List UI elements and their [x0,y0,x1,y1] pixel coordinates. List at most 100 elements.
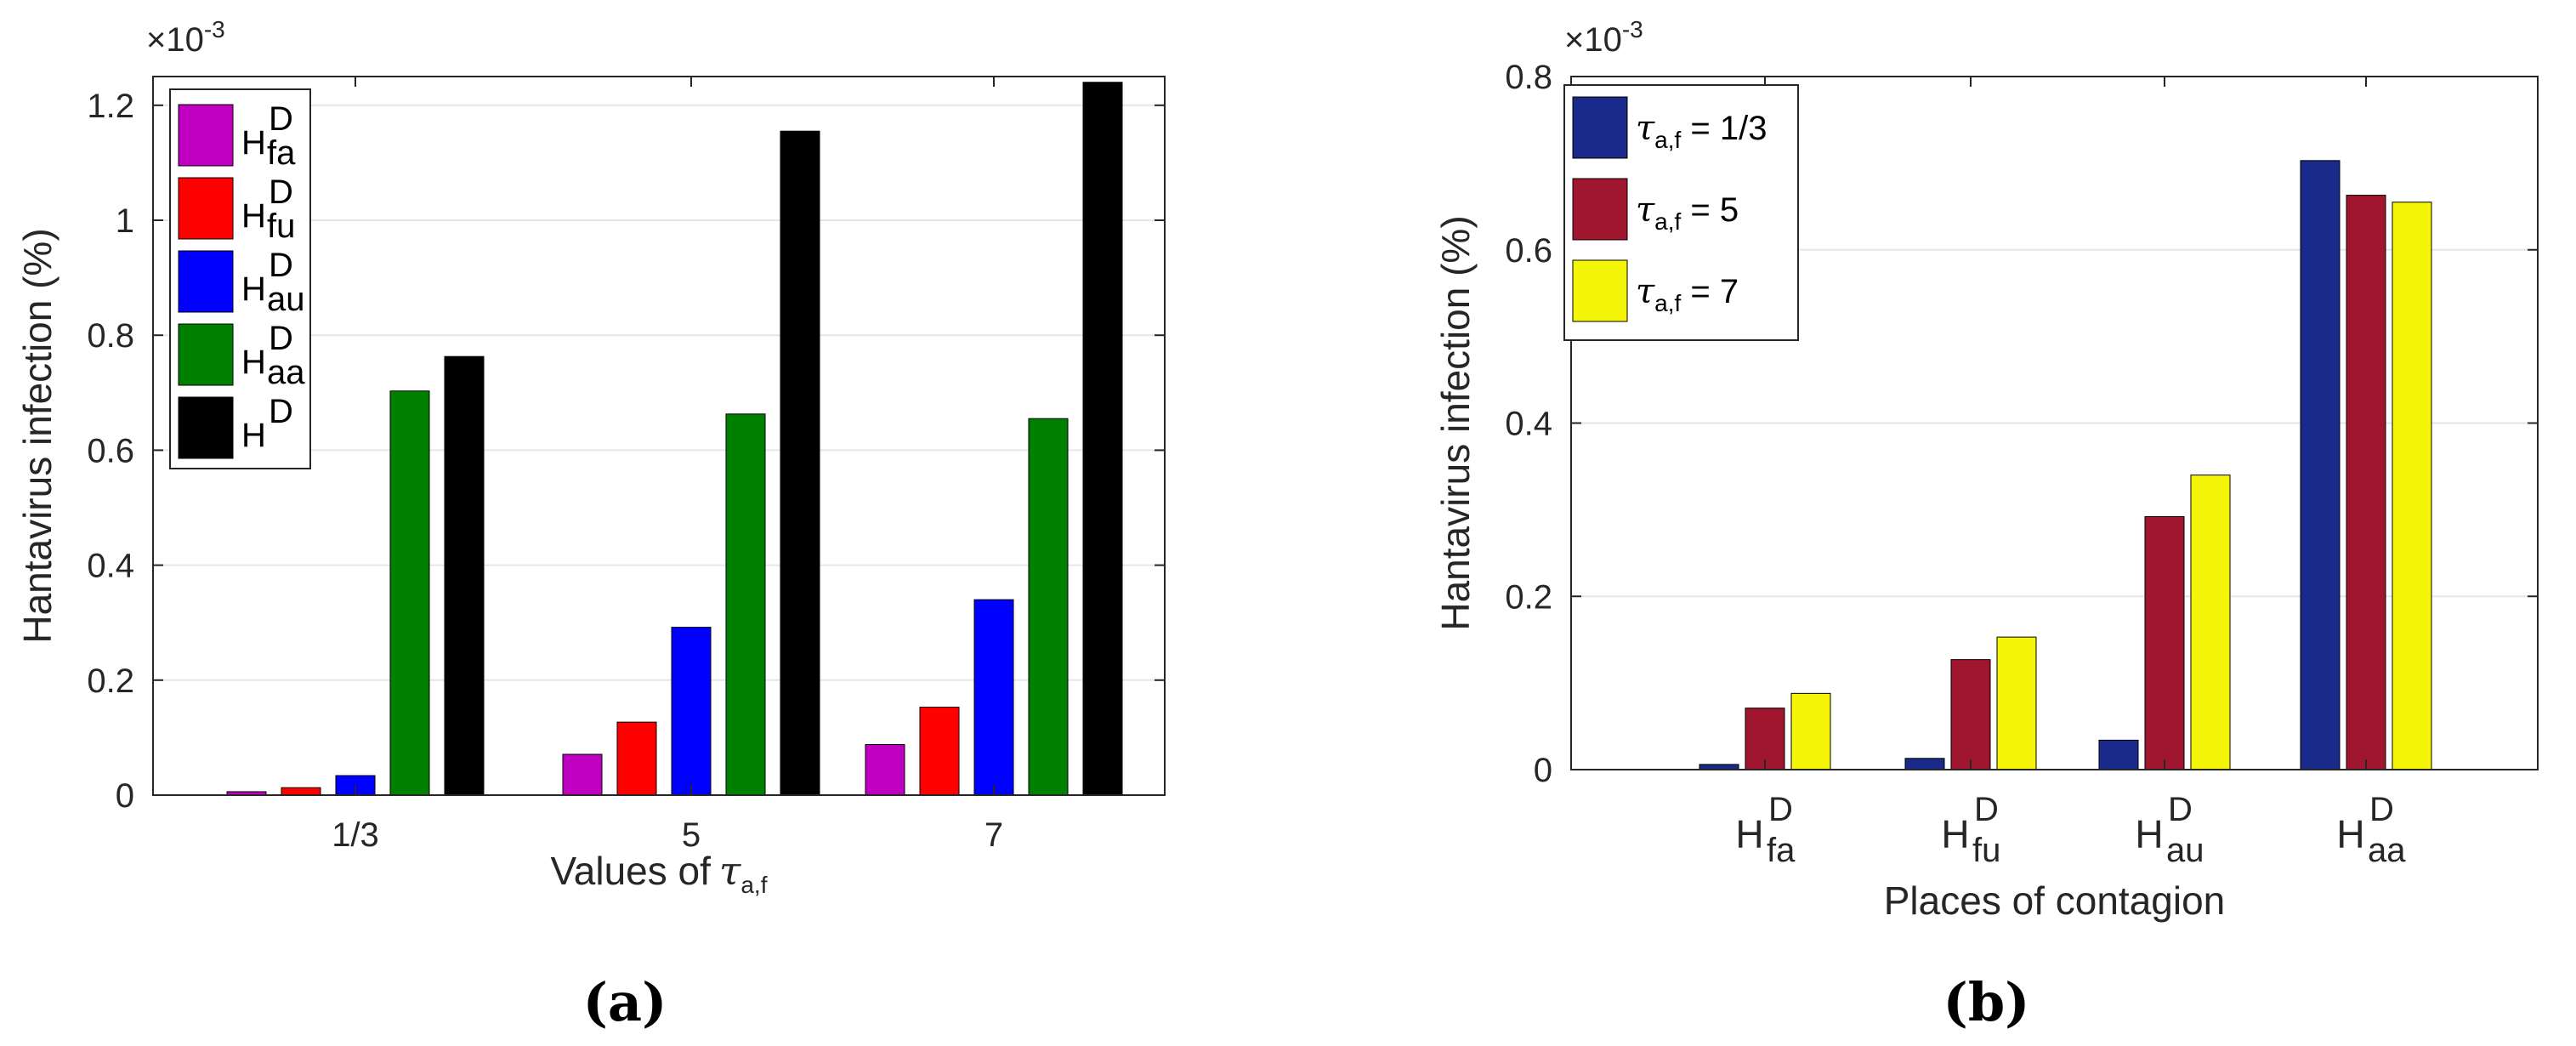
chart-b-y-tick-label: 0.2 [1505,578,1552,616]
chart-a-bar [919,707,960,796]
chart-b-legend-swatch [1572,259,1628,322]
chart-b-legend-value: = 5 [1681,191,1739,229]
chart-a-legend-label: H [241,124,266,162]
chart-a-legend-label: H [241,417,266,454]
chart-b-exponent-base: ×10 [1564,21,1622,59]
chart-a-bar [1082,82,1123,796]
chart-b-legend-symbol: τ [1636,272,1655,311]
chart-b-x-tick-label-sup: D [1768,791,1793,828]
chart-a-bar [780,130,820,796]
chart-b-bar [2300,160,2341,770]
chart-b-x-tick-label-base: H [2135,812,2163,856]
chart-a-legend-label-sup: D [269,393,293,430]
chart-b-x-tick-label-sub: aa [2368,832,2406,869]
chart-b-x-tick-label-sup: D [2369,791,2394,828]
chart-b-legend-symbol: τ [1636,190,1655,230]
chart-a-x-tick-label: 5 [682,816,701,854]
chart-b-x-tick-label-sup: D [1974,791,1999,828]
chart-a-legend-label-sub: aa [267,354,305,391]
chart-a-y-tick-label: 0.2 [87,662,134,700]
chart-a-exponent-power: -3 [204,16,225,43]
chart-a-bar [1028,418,1069,796]
chart-b-panel-label: (b) [1943,971,2029,1033]
chart-b-legend-subscript: a,f [1654,208,1681,235]
chart-a-legend-swatch [178,396,234,459]
chart-b-bar [1950,659,1991,770]
chart-b-bar [2346,195,2386,770]
chart-a-legend-label: H [241,344,266,381]
chart-a-y-axis-label: Hantavirus infection (%) [15,228,60,643]
chart-b-legend-label: τa,f = 7 [1636,272,1739,316]
chart-a-x-axis-label-subscript: a,f [740,872,767,898]
chart-a-legend-label: H [241,270,266,308]
chart-a-x-axis-label-text: Values of [551,849,712,893]
chart-a-legend-label-sub: fu [267,207,295,245]
chart-b-legend-label: τa,f = 5 [1636,190,1739,235]
chart-a-x-axis-label-symbol: τ [719,848,742,894]
chart-a-exponent-label: ×10-3 [146,16,225,59]
chart-a-legend-label-sup: D [269,100,293,138]
chart-a-y-tick-label: 0.4 [87,548,134,585]
chart-b-x-tick-label-sub: fa [1767,832,1796,869]
chart-a-legend-swatch [178,104,234,167]
chart-b-y-axis-label: Hantavirus infection (%) [1433,215,1478,630]
chart-a-ticks: 0 0.2 0.4 0.6 0.8 1 1.2 1/3 5 7 [87,77,1165,854]
chart-a-bar [444,355,485,796]
chart-b-legend-symbol: τ [1636,109,1655,148]
chart-b-exponent-power: -3 [1622,16,1643,43]
chart-a-y-tick-label: 1 [116,202,134,240]
chart-a-gridlines [153,104,1165,681]
chart-a: 0 0.2 0.4 0.6 0.8 1 1.2 1/3 5 7 ×10-3 Hantavirus … [15,16,1166,1033]
chart-b-legend-value: = 1/3 [1681,110,1767,147]
chart-a-bar [865,744,905,796]
chart-b-exponent-label: ×10-3 [1564,16,1643,59]
chart-b-y-tick-label: 0.8 [1505,59,1552,96]
chart-a-panel-label: (a) [583,971,667,1033]
chart-b-bar [2098,739,2139,770]
chart-a-y-tick-label: 0.6 [87,432,134,469]
chart-b-x-tick-label-base: H [1735,812,1763,856]
chart-a-bar [389,390,430,796]
chart-b-legend-swatch [1572,178,1628,241]
chart-b-bar [1745,708,1785,770]
chart-a-legend-label-sub: au [267,281,305,318]
chart-b-bar [1790,692,1831,770]
chart-b-x-tick-label-base: H [1941,812,1969,856]
chart-a-y-tick-label: 0.8 [87,317,134,355]
chart-b-legend: τa,f = 1/3τa,f = 5τa,f = 7 [1563,84,1799,341]
chart-a-legend-label-sup: D [269,173,293,211]
chart-b-x-tick-label-base: H [2336,812,2364,856]
chart-a-y-tick-label: 0 [116,777,134,815]
chart-b-legend-value: = 7 [1681,273,1739,310]
chart-a-y-tick-label: 1.2 [87,88,134,125]
chart-a-legend-label-sup: D [269,320,293,357]
chart-b-x-axis-label: Places of contagion [1884,878,2226,923]
chart-b-legend-subscript: a,f [1654,127,1681,153]
chart-b-x-tick-label-sup: D [2168,791,2193,828]
chart-b-x-tick-label-sub: fu [1972,832,2000,869]
chart-a-x-tick-label: 1/3 [332,816,379,854]
chart-a-bar [973,599,1014,796]
chart-b-legend-subscript: a,f [1654,290,1681,316]
chart-a-legend-swatch [178,323,234,386]
chart-b-legend-swatch [1572,96,1628,159]
chart-a-legend-label-sup: D [269,247,293,284]
chart-a-bar [281,787,321,796]
chart-a-bar [725,413,766,796]
chart-a-legend-label-sub: fa [267,134,296,172]
chart-b-bar [2392,202,2432,770]
chart-b-bar [2190,475,2231,770]
chart-a-bar [616,721,657,796]
chart-a-exponent-base: ×10 [146,21,204,59]
chart-a-axes-box [152,76,1166,796]
chart-a-bar [671,627,712,796]
chart-a-x-axis-label: Values of τa,f [551,848,768,898]
chart-b-y-tick-label: 0.6 [1505,232,1552,270]
